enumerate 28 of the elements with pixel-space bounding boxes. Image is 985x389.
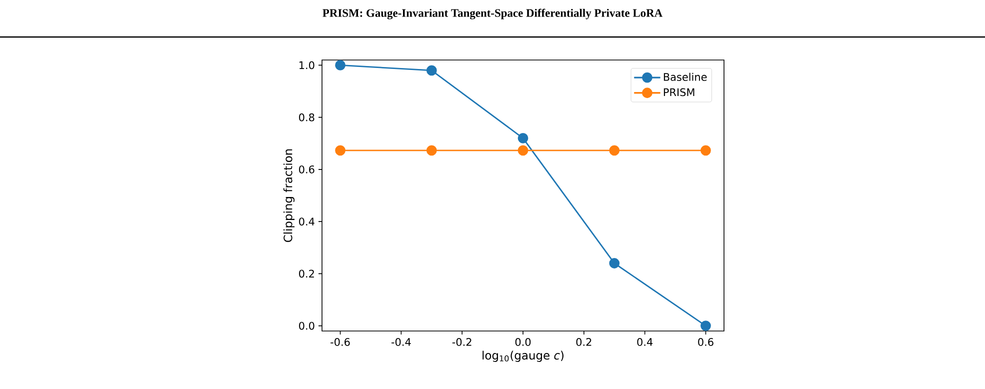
point xyxy=(609,145,620,156)
y-tick-label: 0.6 xyxy=(299,165,314,174)
y-tick-label: 0.2 xyxy=(299,270,314,278)
chart-title: PRISM: Gauge-Invariant Tangent-Space Differentially Private LoRA xyxy=(322,8,663,20)
legend-label: Baseline xyxy=(664,72,707,81)
x-tick-label: -0.4 xyxy=(391,338,411,346)
x-tick-label: -0.6 xyxy=(330,338,350,346)
point xyxy=(518,145,528,156)
point xyxy=(426,65,437,76)
point xyxy=(518,132,528,144)
y-tick-label: 0.8 xyxy=(299,113,314,122)
x-tick-label: -0.2 xyxy=(452,338,472,346)
point xyxy=(335,145,346,156)
y-tick-label: 0.4 xyxy=(299,218,314,226)
x-tick-label: 0.0 xyxy=(515,338,531,346)
point xyxy=(609,258,620,268)
point xyxy=(700,320,711,331)
legend-label: PRISM xyxy=(664,88,694,96)
point xyxy=(700,145,711,156)
y-tick-label: 0.0 xyxy=(299,322,314,330)
y-tick-label: 1.0 xyxy=(299,61,314,70)
y-axis-title: Clipping fraction xyxy=(283,149,294,242)
x-tick-label: 0.2 xyxy=(576,338,592,346)
point xyxy=(335,60,346,70)
x-tick-label: 0.4 xyxy=(637,338,653,346)
point xyxy=(426,145,437,156)
x-axis-title: log$_{10}$(gauge c) xyxy=(482,350,564,362)
x-tick-label: 0.6 xyxy=(698,338,714,346)
